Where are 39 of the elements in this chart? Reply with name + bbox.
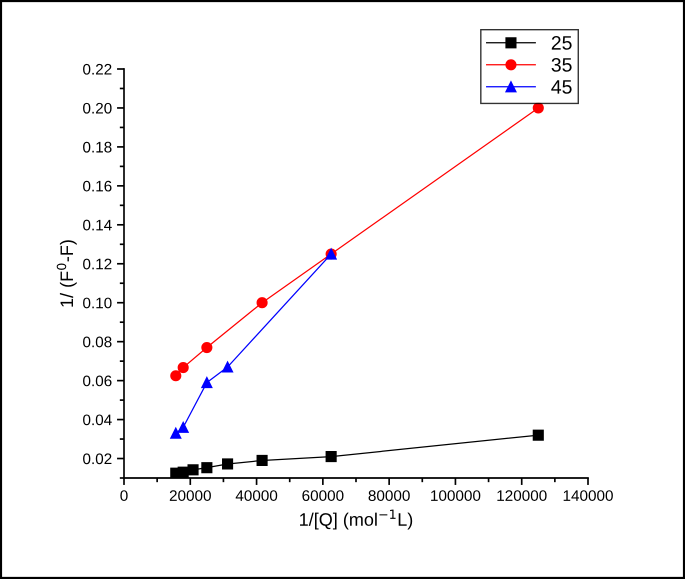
point <box>222 458 234 470</box>
y-tick-label: 0.22 <box>83 64 112 75</box>
x-tick-label: 80000 <box>368 490 410 502</box>
x-axis-title: 1/[Q] (mol$^{−1}$L) <box>300 510 412 530</box>
point <box>178 422 189 433</box>
point <box>201 377 212 388</box>
x-tick-label: 120000 <box>497 490 547 502</box>
point <box>178 362 189 374</box>
point <box>170 370 182 382</box>
x-tick-label: 60000 <box>302 490 344 502</box>
x-tick-label: 100000 <box>431 490 480 502</box>
point <box>532 102 544 114</box>
point <box>222 361 234 373</box>
point <box>326 451 337 462</box>
point <box>256 297 268 308</box>
x-tick-label: 140000 <box>564 490 613 502</box>
legend-label: 45 <box>551 80 572 94</box>
y-tick-label: 0.06 <box>83 375 112 386</box>
legend-label: 35 <box>552 58 572 72</box>
y-tick-label: 0.12 <box>83 258 112 270</box>
y-tick-label: 0.18 <box>83 142 112 153</box>
x-tick-label: 20000 <box>170 490 211 502</box>
legend-label: 25 <box>552 36 572 50</box>
x-tick-label: 0 <box>120 490 128 502</box>
point <box>170 428 182 439</box>
y-tick-label: 0.04 <box>83 414 112 426</box>
y-tick-label: 0.10 <box>83 298 112 308</box>
point <box>187 464 199 476</box>
y-tick-label: 0.16 <box>83 180 112 192</box>
point <box>201 462 212 474</box>
y-tick-label: 0.08 <box>83 336 112 348</box>
y-tick-label: 0.14 <box>83 220 112 230</box>
y-tick-label: 0.02 <box>83 453 112 464</box>
point <box>201 342 212 354</box>
x-tick-label: 40000 <box>236 490 278 502</box>
y-tick-label: 0.20 <box>83 102 112 114</box>
point <box>256 454 268 466</box>
y-axis-title: 1/ (F$^{0}$-F) <box>56 240 77 307</box>
point <box>532 430 544 441</box>
